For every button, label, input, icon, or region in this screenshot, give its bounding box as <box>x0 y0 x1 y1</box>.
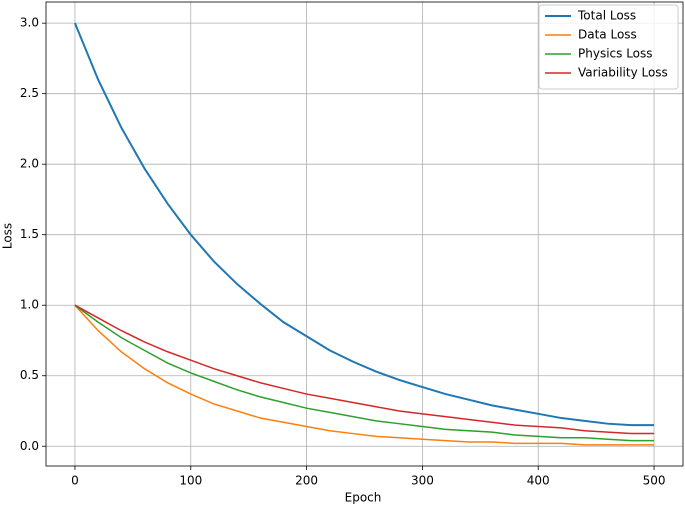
series-line <box>74 304 655 435</box>
series-line <box>74 304 655 442</box>
y-tick-label: 0.0 <box>20 439 39 453</box>
plot-frame <box>45 1 684 467</box>
legend-label: Total Loss <box>577 9 636 23</box>
y-tick-label: 0.5 <box>20 368 39 382</box>
y-tick-label: 3.0 <box>20 16 39 30</box>
y-tick-label: 2.0 <box>20 157 39 171</box>
x-tick-label: 400 <box>527 474 550 488</box>
series-line <box>74 22 655 427</box>
legend-box <box>538 4 679 90</box>
y-tick-label: 1.0 <box>20 298 39 312</box>
legend-label: Physics Loss <box>578 47 653 61</box>
y-tick-label: 2.5 <box>20 86 39 100</box>
x-tick-label: 200 <box>295 474 318 488</box>
x-axis-label: Epoch <box>345 491 382 505</box>
x-tick-label: 100 <box>179 474 202 488</box>
y-axis-label: Loss <box>1 223 15 249</box>
legend-label: Data Loss <box>578 28 637 42</box>
x-tick-label: 0 <box>71 474 79 488</box>
y-tick-label: 1.5 <box>20 227 39 241</box>
series-line <box>74 304 655 446</box>
legend: Total Loss Data Loss Physics Loss Variabili… <box>538 4 679 90</box>
x-tick-label: 500 <box>643 474 666 488</box>
x-tick-label: 300 <box>411 474 434 488</box>
legend-label: Variability Loss <box>578 66 668 80</box>
